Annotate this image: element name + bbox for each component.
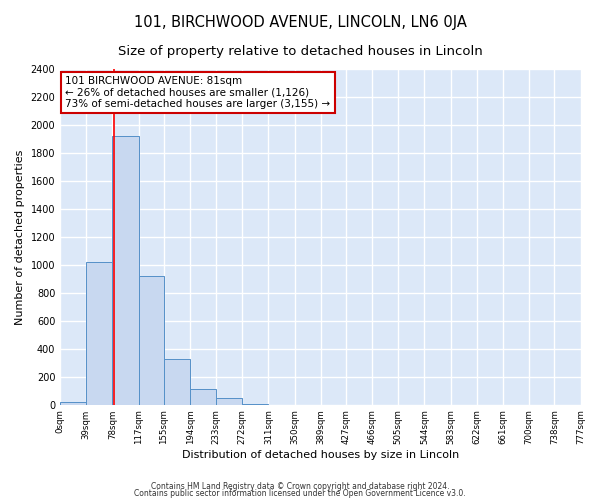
Bar	[86, 262, 112, 404]
Bar	[112, 136, 139, 404]
Bar	[190, 390, 216, 404]
Y-axis label: Number of detached properties: Number of detached properties	[15, 149, 25, 324]
Text: Contains public sector information licensed under the Open Government Licence v3: Contains public sector information licen…	[134, 490, 466, 498]
Text: Size of property relative to detached houses in Lincoln: Size of property relative to detached ho…	[118, 45, 482, 58]
Text: 101, BIRCHWOOD AVENUE, LINCOLN, LN6 0JA: 101, BIRCHWOOD AVENUE, LINCOLN, LN6 0JA	[134, 15, 466, 30]
Bar	[216, 398, 242, 404]
Bar	[60, 402, 86, 404]
Text: Contains HM Land Registry data © Crown copyright and database right 2024.: Contains HM Land Registry data © Crown c…	[151, 482, 449, 491]
Bar	[164, 359, 190, 405]
X-axis label: Distribution of detached houses by size in Lincoln: Distribution of detached houses by size …	[182, 450, 459, 460]
Text: 101 BIRCHWOOD AVENUE: 81sqm
← 26% of detached houses are smaller (1,126)
73% of : 101 BIRCHWOOD AVENUE: 81sqm ← 26% of det…	[65, 76, 331, 109]
Bar	[139, 276, 164, 404]
